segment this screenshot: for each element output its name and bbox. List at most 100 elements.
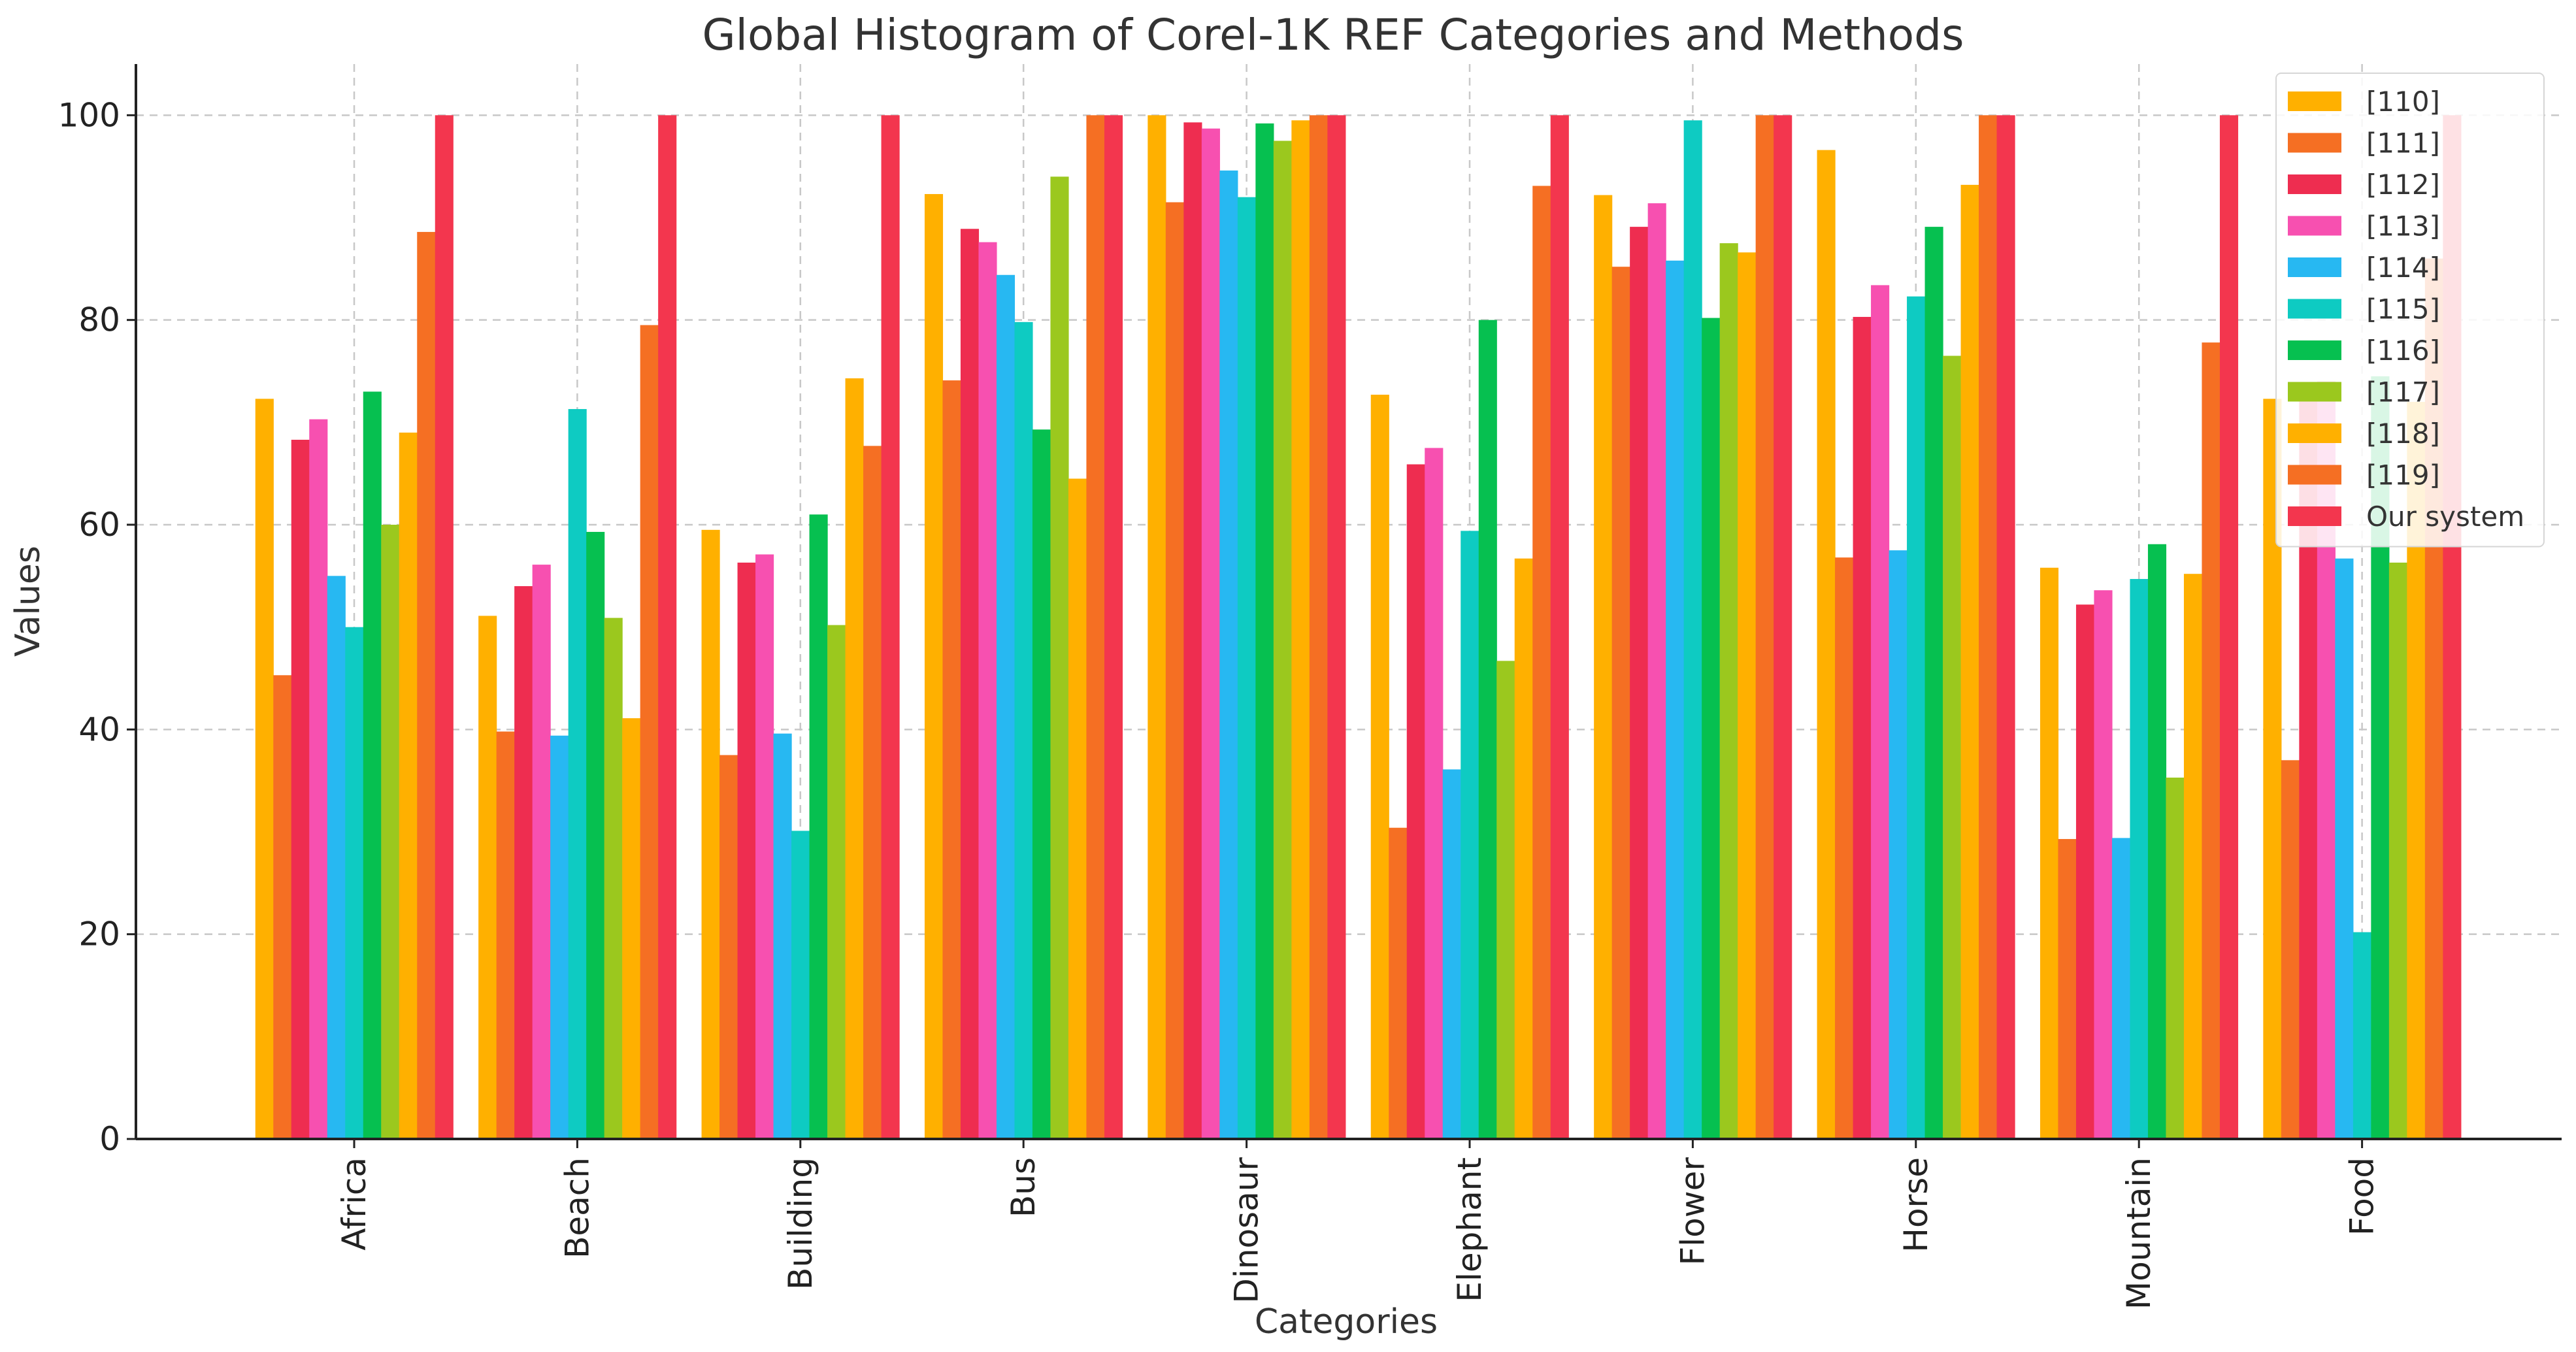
- bar: [417, 231, 436, 1139]
- x-tick-label: Horse: [1897, 1157, 1935, 1253]
- bar: [1370, 395, 1389, 1139]
- bar: [1630, 227, 1649, 1140]
- bar: [1183, 122, 1202, 1139]
- legend-swatch: [2288, 506, 2341, 526]
- legend-label: [112]: [2366, 169, 2440, 201]
- bar: [1237, 197, 1256, 1140]
- bar: [640, 325, 659, 1139]
- legend-label: [115]: [2366, 293, 2440, 325]
- legend-label: [119]: [2366, 459, 2440, 491]
- bar: [719, 755, 738, 1139]
- bar: [1550, 115, 1569, 1139]
- bar: [568, 408, 587, 1139]
- bar: [604, 618, 623, 1139]
- legend-label: [114]: [2366, 252, 2440, 284]
- bar: [1889, 550, 1907, 1139]
- legend: [110] [111] [112] [113] [114] [115] [116] [117]…: [2275, 73, 2545, 548]
- bar: [924, 193, 944, 1139]
- x-tick-label: Bus: [1004, 1157, 1042, 1217]
- bar: [2281, 760, 2300, 1139]
- bar: [960, 229, 980, 1139]
- legend-label: [116]: [2366, 335, 2440, 367]
- bar: [1014, 322, 1033, 1139]
- bar: [2183, 574, 2203, 1139]
- bar: [1219, 170, 1238, 1139]
- legend-swatch: [2288, 216, 2341, 236]
- axes: [127, 64, 2562, 1148]
- bar: [1907, 296, 1926, 1140]
- legend-swatch: [2288, 382, 2341, 402]
- bar: [1255, 123, 1274, 1139]
- y-tick-label: 100: [58, 96, 120, 134]
- bar: [2388, 562, 2407, 1139]
- bar: [435, 115, 454, 1139]
- legend-swatch: [2288, 91, 2341, 111]
- bar: [863, 446, 882, 1139]
- bar: [2166, 777, 2185, 1139]
- bar: [791, 831, 810, 1139]
- bar: [755, 554, 774, 1139]
- bar: [2039, 567, 2059, 1139]
- bar: [381, 525, 400, 1139]
- bar: [1683, 120, 1702, 1140]
- legend-swatch: [2288, 465, 2341, 485]
- bar: [827, 625, 846, 1139]
- bar: [1738, 252, 1757, 1140]
- bar: [701, 529, 720, 1139]
- bar: [327, 576, 346, 1139]
- bar: [1309, 115, 1328, 1139]
- x-tick-label: Beach: [558, 1157, 596, 1259]
- bar: [2111, 838, 2131, 1139]
- bar: [1702, 318, 1721, 1139]
- bar: [1032, 429, 1051, 1139]
- bar: [1611, 267, 1630, 1140]
- bar: [1871, 285, 1890, 1139]
- bar: [2058, 838, 2077, 1139]
- legend-swatch: [2288, 174, 2341, 194]
- bar: [773, 733, 792, 1139]
- bar: [532, 565, 551, 1139]
- legend-swatch: [2288, 423, 2341, 443]
- bar: [363, 391, 382, 1140]
- bar: [996, 274, 1016, 1139]
- legend-label: Our system: [2366, 501, 2524, 533]
- bar: [1068, 478, 1087, 1139]
- y-tick-label: 0: [99, 1120, 120, 1158]
- y-tick-label: 40: [78, 710, 120, 748]
- bar: [399, 433, 418, 1139]
- bar: [345, 627, 364, 1139]
- x-axis-label: Categories: [1255, 1302, 1438, 1342]
- bars: [255, 115, 2462, 1140]
- bar: [978, 242, 997, 1140]
- bar: [1104, 115, 1123, 1139]
- legend-swatch: [2288, 299, 2341, 319]
- bar: [1996, 115, 2015, 1139]
- bar: [2147, 544, 2167, 1139]
- bar: [1532, 186, 1551, 1139]
- bar: [942, 380, 961, 1139]
- bar: [2353, 932, 2371, 1139]
- x-tick-label: Elephant: [1451, 1157, 1489, 1302]
- bar: [550, 735, 569, 1139]
- bar: [514, 586, 533, 1139]
- bar: [809, 514, 828, 1139]
- x-tick-label: Building: [782, 1157, 819, 1290]
- bar: [1924, 227, 1943, 1140]
- legend-swatch: [2288, 257, 2341, 277]
- bar: [291, 439, 310, 1139]
- bar: [1666, 260, 1685, 1139]
- bar: [1389, 827, 1408, 1139]
- tick-labels: 0 20 40 60 80 100 Africa Beach Building Bus Dinosa…: [58, 96, 2381, 1310]
- legend-box: [2275, 73, 2545, 548]
- bar: [1960, 184, 1979, 1139]
- bar: [2219, 115, 2239, 1139]
- x-tick-label: Mountain: [2120, 1157, 2158, 1310]
- bar: [1647, 203, 1666, 1140]
- x-tick-label: Dinosaur: [1228, 1157, 1266, 1304]
- legend-label: [111]: [2366, 127, 2440, 159]
- bar: [2094, 590, 2113, 1139]
- bar: [1148, 115, 1166, 1139]
- y-tick-label: 20: [78, 915, 120, 953]
- x-tick-label: Food: [2343, 1157, 2381, 1236]
